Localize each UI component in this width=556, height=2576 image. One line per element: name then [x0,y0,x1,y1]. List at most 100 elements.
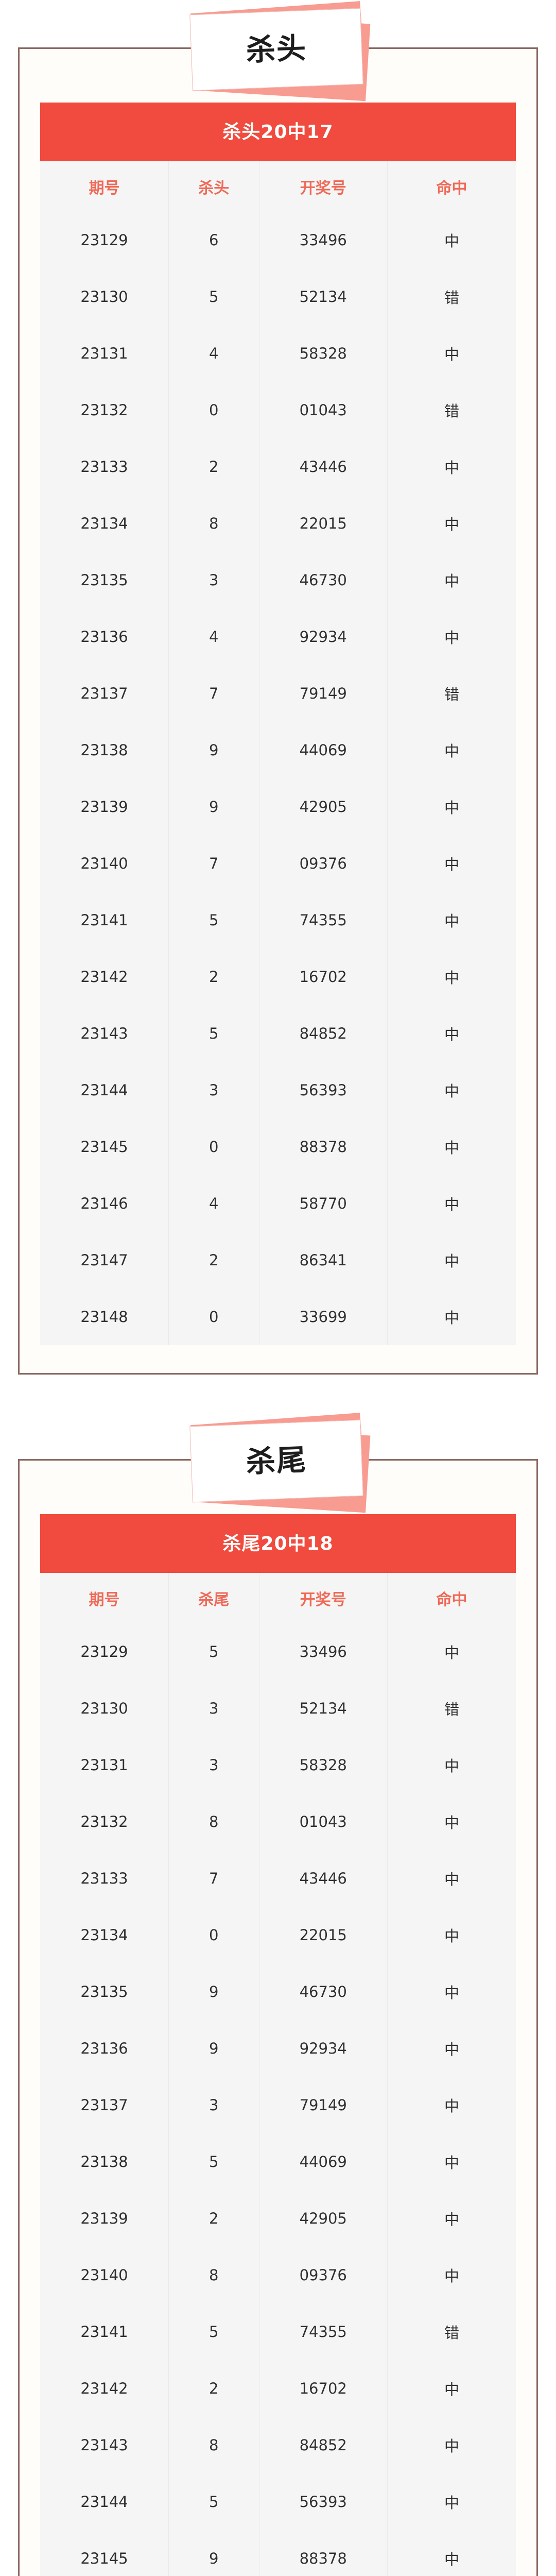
cell-hit: 中 [387,1623,516,1680]
cell-period: 23142 [40,948,169,1005]
column-header-hit: 命中 [387,161,516,212]
cell-hit: 错 [387,665,516,722]
cell-kill-number: 9 [168,722,259,778]
cell-kill-number: 3 [168,1062,259,1118]
cell-period: 23138 [40,722,169,778]
cell-kill-number: 7 [168,835,259,892]
cell-hit: 中 [387,1118,516,1175]
cell-period: 23129 [40,212,169,268]
cell-hit: 中 [387,1289,516,1345]
cell-draw-number: 43446 [259,1850,388,1907]
cell-kill-number: 5 [168,268,259,325]
cell-hit: 中 [387,2530,516,2576]
table-row: 23145 9 88378 中 [40,2530,516,2576]
cell-kill-number: 0 [168,382,259,438]
cell-period: 23136 [40,2020,169,2077]
cell-period: 23142 [40,2360,169,2417]
cell-period: 23135 [40,552,169,608]
table-row: 23147 2 86341 中 [40,1232,516,1289]
cell-period: 23139 [40,2190,169,2247]
cell-period: 23144 [40,1062,169,1118]
cell-hit: 中 [387,495,516,552]
cell-period: 23148 [40,1289,169,1345]
table-row: 23143 8 84852 中 [40,2417,516,2473]
cell-draw-number: 33496 [259,1623,388,1680]
cell-period: 23132 [40,382,169,438]
cell-kill-number: 7 [168,1850,259,1907]
cell-draw-number: 16702 [259,2360,388,2417]
table-row: 23134 8 22015 中 [40,495,516,552]
table-row: 23137 3 79149 中 [40,2077,516,2133]
table-row: 23141 5 74355 中 [40,892,516,948]
table-row: 23132 0 01043 错 [40,382,516,438]
cell-hit: 中 [387,438,516,495]
table-row: 23145 0 88378 中 [40,1118,516,1175]
cell-draw-number: 58328 [259,325,388,382]
cell-draw-number: 22015 [259,1907,388,1963]
cell-hit: 错 [387,1680,516,1737]
table-row: 23143 5 84852 中 [40,1005,516,1062]
cell-kill-number: 2 [168,948,259,1005]
section-gap [0,1375,556,1412]
cell-hit: 中 [387,2133,516,2190]
cell-draw-number: 88378 [259,1118,388,1175]
cell-period: 23133 [40,1850,169,1907]
cell-draw-number: 44069 [259,722,388,778]
cell-hit: 中 [387,722,516,778]
cell-draw-number: 56393 [259,1062,388,1118]
cell-draw-number: 01043 [259,1793,388,1850]
table-row: 23131 4 58328 中 [40,325,516,382]
table-row: 23141 5 74355 错 [40,2303,516,2360]
cell-draw-number: 79149 [259,2077,388,2133]
cell-period: 23141 [40,2303,169,2360]
cell-hit: 中 [387,1175,516,1232]
cell-kill-number: 3 [168,1737,259,1793]
section-frame: 杀头20中17 期号 杀头 开奖号 命中 23129 6 33496 中 23130 5 5… [18,47,538,1375]
table-header-row: 期号 杀头 开奖号 命中 [40,161,516,212]
table-row: 23144 3 56393 中 [40,1062,516,1118]
cell-kill-number: 5 [168,2303,259,2360]
table-header-row: 期号 杀尾 开奖号 命中 [40,1573,516,1623]
table-row: 23148 0 33699 中 [40,1289,516,1345]
table-row: 23138 5 44069 中 [40,2133,516,2190]
column-header-draw: 开奖号 [259,1573,388,1623]
cell-kill-number: 2 [168,438,259,495]
cell-period: 23137 [40,665,169,722]
table-row: 23129 6 33496 中 [40,212,516,268]
table-row: 23135 9 46730 中 [40,1963,516,2020]
cell-period: 23139 [40,778,169,835]
cell-period: 23130 [40,1680,169,1737]
cell-kill-number: 5 [168,1623,259,1680]
cell-period: 23140 [40,835,169,892]
section-sha-tou: 杀头 杀头20中17 期号 杀头 开奖号 命中 23129 6 33496 中 2313… [18,0,538,1375]
table-row: 23131 3 58328 中 [40,1737,516,1793]
cell-period: 23144 [40,2473,169,2530]
cell-kill-number: 3 [168,2077,259,2133]
cell-draw-number: 52134 [259,1680,388,1737]
table-row: 23140 7 09376 中 [40,835,516,892]
cell-hit: 中 [387,2247,516,2303]
cell-hit: 中 [387,2020,516,2077]
cell-hit: 中 [387,552,516,608]
cell-draw-number: 44069 [259,2133,388,2190]
table-row: 23136 4 92934 中 [40,608,516,665]
cell-period: 23143 [40,2417,169,2473]
cell-period: 23134 [40,1907,169,1963]
cell-period: 23147 [40,1232,169,1289]
cell-kill-number: 8 [168,495,259,552]
table-row: 23142 2 16702 中 [40,2360,516,2417]
table-row: 23136 9 92934 中 [40,2020,516,2077]
cell-draw-number: 46730 [259,552,388,608]
cell-hit: 中 [387,2077,516,2133]
cell-draw-number: 79149 [259,665,388,722]
cell-draw-number: 43446 [259,438,388,495]
cell-period: 23146 [40,1175,169,1232]
cell-period: 23135 [40,1963,169,2020]
table-row: 23130 5 52134 错 [40,268,516,325]
column-header-hit: 命中 [387,1573,516,1623]
cell-period: 23134 [40,495,169,552]
section-sha-wei: 杀尾 杀尾20中18 期号 杀尾 开奖号 命中 23129 5 33496 中 2313… [18,1412,538,2576]
table-row: 23146 4 58770 中 [40,1175,516,1232]
cell-period: 23131 [40,325,169,382]
cell-draw-number: 92934 [259,2020,388,2077]
